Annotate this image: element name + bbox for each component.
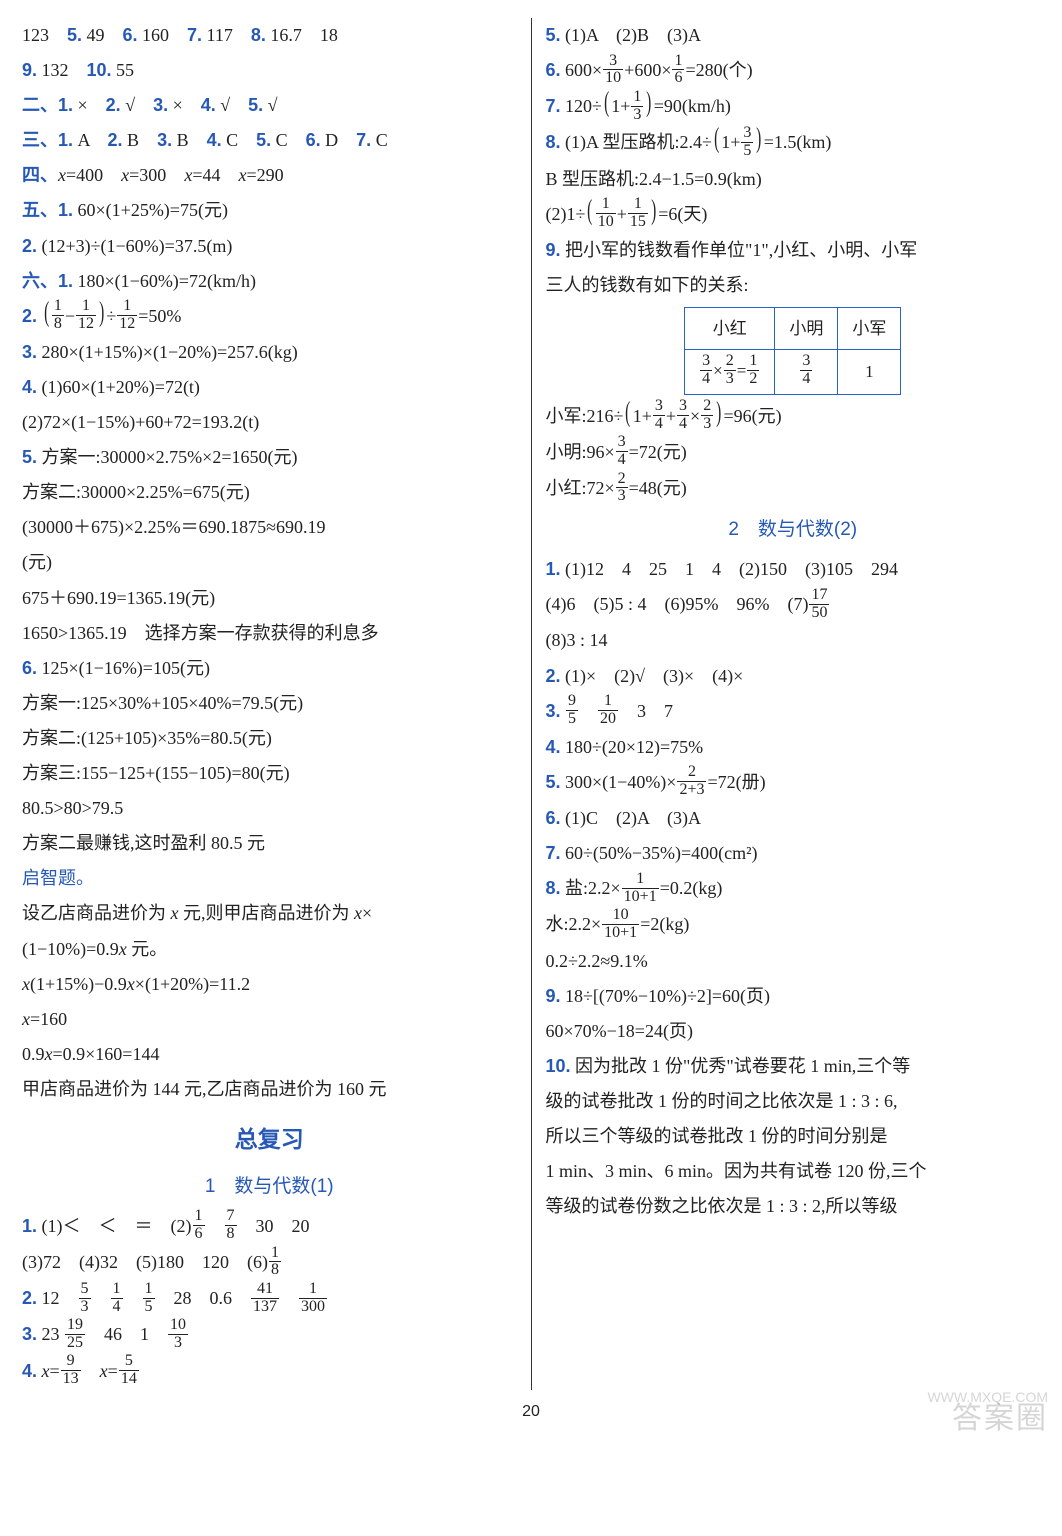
text-line: 4. 180÷(20×12)=75% <box>546 730 1041 765</box>
text-line: 5. 方案一:30000×2.75%×2=1650(元) <box>22 440 517 475</box>
text-line: 启智题。 <box>22 861 517 896</box>
section-sub-1: 1 数与代数(1) <box>22 1168 517 1205</box>
section-sub-2: 2 数与代数(2) <box>546 511 1041 548</box>
text-line: (1−10%)=0.9x 元。 <box>22 932 517 967</box>
text-line: x=160 <box>22 1002 517 1037</box>
text-line: 方案一:125×30%+105×40%=79.5(元) <box>22 686 517 721</box>
text-line: (元) <box>22 545 517 580</box>
watermark-logo: 答案圈 <box>952 1390 1048 1449</box>
text-line: 5. 300×(1−40%)×22+3=72(册) <box>546 765 1041 801</box>
text-line: 方案三:155−125+(155−105)=80(元) <box>22 756 517 791</box>
table-header: 小红 <box>685 308 775 350</box>
text-line: 123 5. 49 6. 160 7. 117 8. 16.7 18 <box>22 18 517 53</box>
text-line: 10. 因为批改 1 份"优秀"试卷要花 1 min,三个等 <box>546 1049 1041 1084</box>
text-line: (2)1÷(110+115)=6(天) <box>546 197 1041 233</box>
text-line: 水:2.2×1010+1=2(kg) <box>546 907 1041 943</box>
text-line: 675＋690.19=1365.19(元) <box>22 581 517 616</box>
text-line: B 型压路机:2.4−1.5=0.9(km) <box>546 162 1041 197</box>
text-line: 四、x=400 x=300 x=44 x=290 <box>22 158 517 193</box>
relation-table: 小红 小明 小军 34×23=12 34 1 <box>684 307 901 395</box>
text-line: 5. (1)A (2)B (3)A <box>546 18 1041 53</box>
text-line: (30000＋675)×2.25%＝690.1875≈690.19 <box>22 510 517 545</box>
text-line: 方案二:(125+105)×35%=80.5(元) <box>22 721 517 756</box>
text-line: 级的试卷批改 1 份的时间之比依次是 1 : 3 : 6, <box>546 1084 1041 1119</box>
text-line: 8. (1)A 型压路机:2.4÷(1+35)=1.5(km) <box>546 125 1041 161</box>
table-header: 小军 <box>838 308 901 350</box>
text-line: 2. (18−112)÷112=50% <box>22 299 517 335</box>
table-header: 小明 <box>775 308 838 350</box>
text-line: 小军:216÷(1+34+34×23)=96(元) <box>546 399 1041 435</box>
text-line: 4. x=913 x=514 <box>22 1354 517 1390</box>
section-heading-review: 总复习 <box>22 1117 517 1162</box>
text-line: 6. (1)C (2)A (3)A <box>546 801 1041 836</box>
text-line: 9. 132 10. 55 <box>22 53 517 88</box>
table-cell: 34×23=12 <box>685 350 775 394</box>
text-line: 9. 把小军的钱数看作单位"1",小红、小明、小军 <box>546 233 1041 268</box>
text-line: 三、1. A 2. B 3. B 4. C 5. C 6. D 7. C <box>22 123 517 158</box>
table-cell: 1 <box>838 350 901 394</box>
text-line: 1. (1)12 4 25 1 4 (2)150 (3)105 294 <box>546 552 1041 587</box>
text-line: 设乙店商品进价为 x 元,则甲店商品进价为 x× <box>22 896 517 931</box>
text-line: 9. 18÷[(70%−10%)÷2]=60(页) <box>546 979 1041 1014</box>
text-line: 所以三个等级的试卷批改 1 份的时间分别是 <box>546 1119 1041 1154</box>
text-line: 2. (12+3)÷(1−60%)=37.5(m) <box>22 229 517 264</box>
text-line: 3. 95 120 3 7 <box>546 694 1041 730</box>
text-line: (4)6 (5)5 : 4 (6)95% 96% (7)1750 <box>546 587 1041 623</box>
text-line: 7. 60÷(50%−35%)=400(cm²) <box>546 836 1041 871</box>
text-line: 0.2÷2.2≈9.1% <box>546 944 1041 979</box>
text-line: 三人的钱数有如下的关系: <box>546 268 1041 303</box>
text-line: 1. (1)＜ ＜ ＝ (2)16 78 30 20 <box>22 1209 517 1245</box>
text-line: (3)72 (4)32 (5)180 120 (6)18 <box>22 1245 517 1281</box>
two-column-layout: 123 5. 49 6. 160 7. 117 8. 16.7 18 9. 13… <box>22 18 1040 1390</box>
text-line: 五、1. 60×(1+25%)=75(元) <box>22 193 517 228</box>
text-line: 3. 23 1925 46 1 103 <box>22 1317 517 1353</box>
text-line: 6. 600×310+600×16=280(个) <box>546 53 1041 89</box>
text-line: 6. 125×(1−16%)=105(元) <box>22 651 517 686</box>
page-number: 20 <box>22 1396 1040 1427</box>
text-line: 1650>1365.19 选择方案一存款获得的利息多 <box>22 616 517 651</box>
right-column: 5. (1)A (2)B (3)A 6. 600×310+600×16=280(… <box>532 18 1041 1390</box>
text-line: 8. 盐:2.2×110+1=0.2(kg) <box>546 871 1041 907</box>
text-line: 甲店商品进价为 144 元,乙店商品进价为 160 元 <box>22 1072 517 1107</box>
text-line: 3. 280×(1+15%)×(1−20%)=257.6(kg) <box>22 335 517 370</box>
text-line: 小红:72×23=48(元) <box>546 471 1041 507</box>
text-line: 0.9x=0.9×160=144 <box>22 1037 517 1072</box>
text-line: 2. 12 53 14 15 28 0.6 41137 1300 <box>22 1281 517 1317</box>
text-line: 等级的试卷份数之比依次是 1 : 3 : 2,所以等级 <box>546 1189 1041 1224</box>
text-line: x(1+15%)−0.9x×(1+20%)=11.2 <box>22 967 517 1002</box>
text-line: 80.5>80>79.5 <box>22 791 517 826</box>
text-line: (2)72×(1−15%)+60+72=193.2(t) <box>22 405 517 440</box>
text-line: 4. (1)60×(1+20%)=72(t) <box>22 370 517 405</box>
text-line: 2. (1)× (2)√ (3)× (4)× <box>546 659 1041 694</box>
text-line: 小明:96×34=72(元) <box>546 435 1041 471</box>
text-line: 二、1. × 2. √ 3. × 4. √ 5. √ <box>22 88 517 123</box>
left-column: 123 5. 49 6. 160 7. 117 8. 16.7 18 9. 13… <box>22 18 531 1390</box>
text-line: 7. 120÷(1+13)=90(km/h) <box>546 89 1041 125</box>
text-line: 1 min、3 min、6 min。因为共有试卷 120 份,三个 <box>546 1154 1041 1189</box>
text-line: 方案二:30000×2.25%=675(元) <box>22 475 517 510</box>
text-line: 60×70%−18=24(页) <box>546 1014 1041 1049</box>
table-cell: 34 <box>775 350 838 394</box>
text-line: 六、1. 180×(1−60%)=72(km/h) <box>22 264 517 299</box>
text-line: (8)3 : 14 <box>546 623 1041 658</box>
text-line: 方案二最赚钱,这时盈利 80.5 元 <box>22 826 517 861</box>
